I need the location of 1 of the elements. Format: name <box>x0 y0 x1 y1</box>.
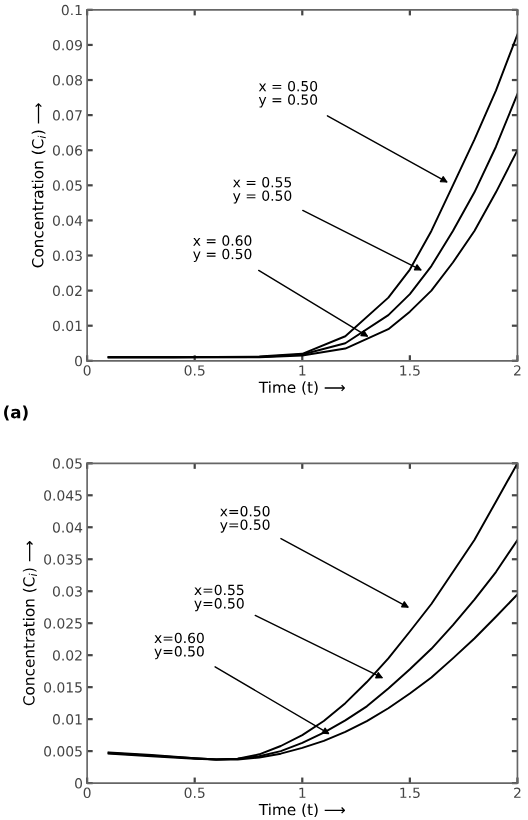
text: (a) <box>4 405 28 421</box>
